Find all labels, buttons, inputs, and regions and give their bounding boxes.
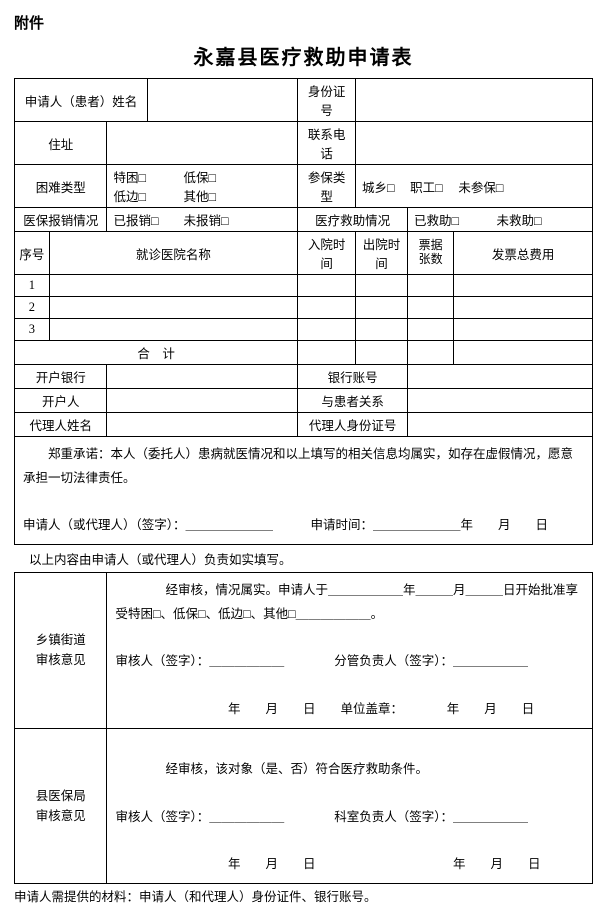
reimburse-options[interactable]: 已报销□ 未报销□ xyxy=(107,208,298,232)
agent-id-field[interactable] xyxy=(408,413,593,437)
phone-label: 联系电话 xyxy=(298,122,356,165)
seq-cell: 1 xyxy=(15,275,50,297)
id-field[interactable] xyxy=(355,79,592,122)
total-invoice[interactable] xyxy=(454,341,593,365)
total-receipts[interactable] xyxy=(408,341,454,365)
address-label: 住址 xyxy=(15,122,107,165)
account-holder-field[interactable] xyxy=(107,389,298,413)
footer-note: 申请人需提供的材料：申请人（和代理人）身份证件、银行账号。 xyxy=(14,886,593,905)
hospital-cell[interactable] xyxy=(49,275,298,297)
admit-cell[interactable] xyxy=(298,275,356,297)
note-line: 以上内容由申请人（或代理人）负责如实填写。 xyxy=(15,545,593,573)
phone-field[interactable] xyxy=(355,122,592,165)
receipts-cell[interactable] xyxy=(408,319,454,341)
discharge-cell[interactable] xyxy=(355,297,407,319)
invoice-cell[interactable] xyxy=(454,297,593,319)
table-row: 1 xyxy=(15,275,593,297)
invoice-total-header: 发票总费用 xyxy=(454,232,593,275)
applicant-name-label: 申请人（患者）姓名 xyxy=(15,79,148,122)
hospital-header: 就诊医院名称 xyxy=(49,232,298,275)
table-row: 2 xyxy=(15,297,593,319)
total-discharge xyxy=(355,341,407,365)
applicant-name-field[interactable] xyxy=(147,79,297,122)
county-content: 经审核，该对象（是、否）符合医疗救助条件。 审核人（签字）：＿＿＿＿＿＿ 科室负… xyxy=(107,728,593,884)
account-holder-label: 开户人 xyxy=(15,389,107,413)
bank-account-field[interactable] xyxy=(408,365,593,389)
address-field[interactable] xyxy=(107,122,298,165)
assist-label: 医疗救助情况 xyxy=(298,208,408,232)
attachment-label: 附件 xyxy=(14,12,593,33)
discharge-cell[interactable] xyxy=(355,275,407,297)
application-form-table: 申请人（患者）姓名 身份证号 住址 联系电话 困难类型 特困□ 低保□ 低边□ … xyxy=(14,78,593,884)
agent-name-label: 代理人姓名 xyxy=(15,413,107,437)
discharge-header: 出院时间 xyxy=(355,232,407,275)
insurance-type-label: 参保类型 xyxy=(298,165,356,208)
difficulty-options[interactable]: 特困□ 低保□ 低边□ 其他□ xyxy=(107,165,298,208)
hospital-cell[interactable] xyxy=(49,319,298,341)
receipts-header: 票据 张数 xyxy=(408,232,454,275)
county-label: 县医保局 审核意见 xyxy=(15,728,107,884)
receipts-cell[interactable] xyxy=(408,297,454,319)
agent-name-field[interactable] xyxy=(107,413,298,437)
table-row: 3 xyxy=(15,319,593,341)
discharge-cell[interactable] xyxy=(355,319,407,341)
township-label: 乡镇街道 审核意见 xyxy=(15,573,107,729)
difficulty-type-label: 困难类型 xyxy=(15,165,107,208)
admit-cell[interactable] xyxy=(298,297,356,319)
total-admit xyxy=(298,341,356,365)
hospital-cell[interactable] xyxy=(49,297,298,319)
relation-label: 与患者关系 xyxy=(298,389,408,413)
declaration-block: 郑重承诺：本人（委托人）患病就医情况和以上填写的相关信息均属实，如存在虚假情况，… xyxy=(15,437,593,545)
seq-header: 序号 xyxy=(15,232,50,275)
assist-options[interactable]: 已救助□ 未救助□ xyxy=(408,208,593,232)
seq-cell: 2 xyxy=(15,297,50,319)
reimburse-label: 医保报销情况 xyxy=(15,208,107,232)
open-bank-label: 开户银行 xyxy=(15,365,107,389)
total-label: 合 计 xyxy=(15,341,298,365)
agent-id-label: 代理人身份证号 xyxy=(298,413,408,437)
receipts-cell[interactable] xyxy=(408,275,454,297)
invoice-cell[interactable] xyxy=(454,275,593,297)
invoice-cell[interactable] xyxy=(454,319,593,341)
insurance-options[interactable]: 城乡□ 职工□ 未参保□ xyxy=(355,165,592,208)
township-content: 经审核，情况属实。申请人于＿＿＿＿＿＿年＿＿＿月＿＿＿日开始批准享受特困□、低保… xyxy=(107,573,593,729)
admit-cell[interactable] xyxy=(298,319,356,341)
relation-field[interactable] xyxy=(408,389,593,413)
open-bank-field[interactable] xyxy=(107,365,298,389)
id-label: 身份证号 xyxy=(298,79,356,122)
seq-cell: 3 xyxy=(15,319,50,341)
admit-header: 入院时间 xyxy=(298,232,356,275)
page-title: 永嘉县医疗救助申请表 xyxy=(14,41,593,70)
bank-account-label: 银行账号 xyxy=(298,365,408,389)
